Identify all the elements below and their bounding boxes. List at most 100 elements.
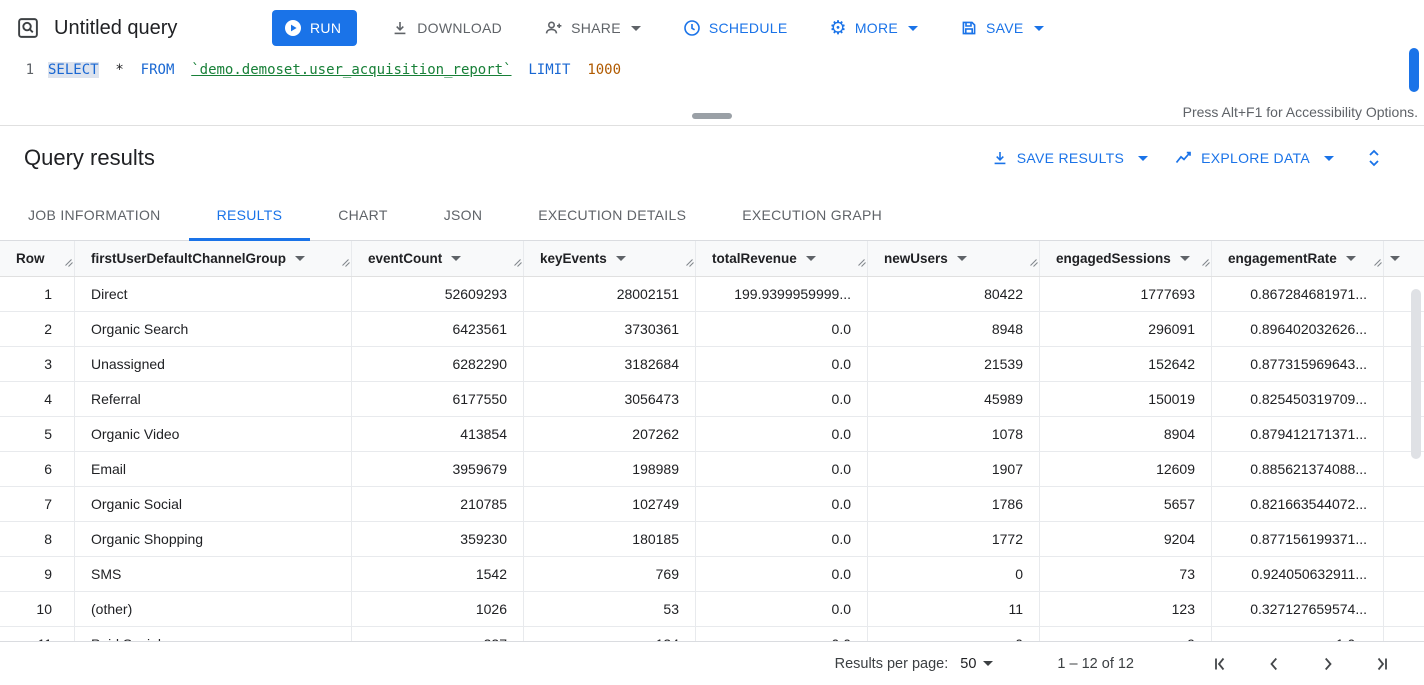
- tab-job-information[interactable]: JOB INFORMATION: [28, 207, 161, 223]
- table-cell: 1078: [868, 417, 1040, 451]
- column-sort-dropdown[interactable]: [1390, 256, 1400, 261]
- column-sort-dropdown[interactable]: [805, 256, 816, 261]
- table-cell: 3730361: [524, 312, 696, 346]
- tab-execution-details[interactable]: EXECUTION DETAILS: [538, 207, 687, 223]
- table-row: 1 Direct 52609293 28002151 199.9399959999...…: [0, 277, 1424, 312]
- table-cell-partial: [1384, 557, 1424, 591]
- column-label: engagedSessions: [1056, 251, 1171, 266]
- column-header-row: Row: [0, 241, 75, 276]
- column-sort-dropdown[interactable]: [451, 256, 462, 261]
- sql-keyword-from: FROM: [140, 62, 175, 78]
- table-row: 7 Organic Social 210785 102749 0.0 1786 5657 0.…: [0, 487, 1424, 522]
- table-cell: 0.0: [696, 347, 868, 381]
- share-button[interactable]: SHARE: [536, 10, 649, 46]
- table-cell: 0: [868, 557, 1040, 591]
- column-resize-handle[interactable]: [1029, 257, 1038, 267]
- save-results-icon: [991, 149, 1009, 167]
- results-actions: SAVE RESULTS EXPLORE DATA: [991, 143, 1400, 173]
- query-title: Untitled query: [54, 16, 178, 39]
- save-button[interactable]: SAVE: [952, 10, 1052, 46]
- column-resize-handle[interactable]: [685, 257, 694, 267]
- column-resize-handle[interactable]: [341, 257, 350, 267]
- table-cell: 1.0...: [1212, 627, 1384, 641]
- column-label: newUsers: [884, 251, 948, 266]
- expand-results-button[interactable]: [1360, 143, 1388, 173]
- page-size-dropdown[interactable]: 50: [960, 656, 994, 672]
- sql-editor[interactable]: 1 SELECT * FROM `demo.demoset.user_acqui…: [0, 56, 1424, 104]
- column-header-totalrevenue: totalRevenue: [696, 241, 868, 276]
- tab-chart[interactable]: CHART: [338, 207, 388, 223]
- table-cell: SMS: [75, 557, 352, 591]
- explore-data-button[interactable]: EXPLORE DATA: [1174, 149, 1334, 167]
- table-header-row: Row firstUserDefaultChannelGroup eventCoun…: [0, 241, 1424, 277]
- column-sort-dropdown[interactable]: [295, 256, 306, 261]
- table-cell: 1772: [868, 522, 1040, 556]
- more-dropdown-caret: [908, 25, 919, 31]
- tab-results[interactable]: RESULTS: [188, 190, 311, 241]
- previous-page-button[interactable]: [1262, 652, 1286, 676]
- table-cell: Organic Video: [75, 417, 352, 451]
- column-resize-handle[interactable]: [64, 257, 73, 267]
- row-number-cell: 10: [0, 592, 75, 626]
- table-cell: Direct: [75, 277, 352, 311]
- column-label: engagementRate: [1228, 251, 1337, 266]
- download-button[interactable]: DOWNLOAD: [383, 10, 510, 46]
- table-cell: 0.0: [696, 382, 868, 416]
- chevron-left-icon: [1264, 654, 1284, 674]
- more-button[interactable]: ⚙ MORE: [821, 10, 926, 46]
- row-number-cell: 6: [0, 452, 75, 486]
- table-row: 6 Email 3959679 198989 0.0 1907 12609 0.8856213…: [0, 452, 1424, 487]
- column-resize-handle[interactable]: [513, 257, 522, 267]
- table-row: 2 Organic Search 6423561 3730361 0.0 8948 2960…: [0, 312, 1424, 347]
- column-resize-handle[interactable]: [1373, 257, 1382, 267]
- table-row: 11Paid Social3371340.0091.0...: [0, 627, 1424, 641]
- column-header-keyevents: keyEvents: [524, 241, 696, 276]
- table-cell: 413854: [352, 417, 524, 451]
- table-scrollbar[interactable]: [1411, 289, 1421, 459]
- query-editor-toolbar: Untitled query RUN DOWNLOAD: [0, 0, 1424, 56]
- editor-scrollbar[interactable]: [1409, 48, 1419, 92]
- row-number-cell: 1: [0, 277, 75, 311]
- tab-execution-graph[interactable]: EXECUTION GRAPH: [742, 207, 883, 223]
- column-header-eventcount: eventCount: [352, 241, 524, 276]
- column-sort-dropdown[interactable]: [1345, 256, 1356, 261]
- tab-json[interactable]: JSON: [443, 207, 483, 223]
- column-label: eventCount: [368, 251, 443, 266]
- sql-keyword-limit: LIMIT: [528, 62, 571, 78]
- table-cell: 0.885621374088...: [1212, 452, 1384, 486]
- table-cell: 28002151: [524, 277, 696, 311]
- schedule-button[interactable]: SCHEDULE: [675, 10, 796, 46]
- row-number-cell: 11: [0, 627, 75, 641]
- table-cell: 12609: [1040, 452, 1212, 486]
- next-page-button[interactable]: [1316, 652, 1340, 676]
- last-page-button[interactable]: [1370, 652, 1394, 676]
- column-sort-dropdown[interactable]: [615, 256, 626, 261]
- table-cell: 0.0: [696, 557, 868, 591]
- last-page-icon: [1372, 654, 1392, 674]
- table-cell: 180185: [524, 522, 696, 556]
- divider-drag-handle[interactable]: [692, 113, 732, 119]
- column-sort-dropdown[interactable]: [956, 256, 967, 261]
- run-button[interactable]: RUN: [272, 10, 358, 46]
- table-cell: 3959679: [352, 452, 524, 486]
- row-number-cell: 3: [0, 347, 75, 381]
- save-results-button[interactable]: SAVE RESULTS: [991, 149, 1149, 167]
- table-cell: 0.879412171371...: [1212, 417, 1384, 451]
- sql-table-reference[interactable]: `demo.demoset.user_acquisition_report`: [191, 62, 512, 78]
- query-icon: [16, 16, 40, 40]
- column-resize-handle[interactable]: [857, 257, 866, 267]
- table-cell: 0.821663544072...: [1212, 487, 1384, 521]
- table-cell: 3056473: [524, 382, 696, 416]
- table-cell: 337: [352, 627, 524, 641]
- column-header-firstuserdefaultchannelgroup: firstUserDefaultChannelGroup: [75, 241, 352, 276]
- first-page-button[interactable]: [1208, 652, 1232, 676]
- row-number-cell: 5: [0, 417, 75, 451]
- sql-star: *: [115, 62, 124, 78]
- table-cell: 73: [1040, 557, 1212, 591]
- column-resize-handle[interactable]: [1201, 257, 1210, 267]
- sql-code-line[interactable]: SELECT * FROM `demo.demoset.user_acquisi…: [48, 56, 621, 104]
- query-title-group: Untitled query: [16, 16, 272, 40]
- table-cell: 1786: [868, 487, 1040, 521]
- table-cell: 123: [1040, 592, 1212, 626]
- column-sort-dropdown[interactable]: [1179, 256, 1190, 261]
